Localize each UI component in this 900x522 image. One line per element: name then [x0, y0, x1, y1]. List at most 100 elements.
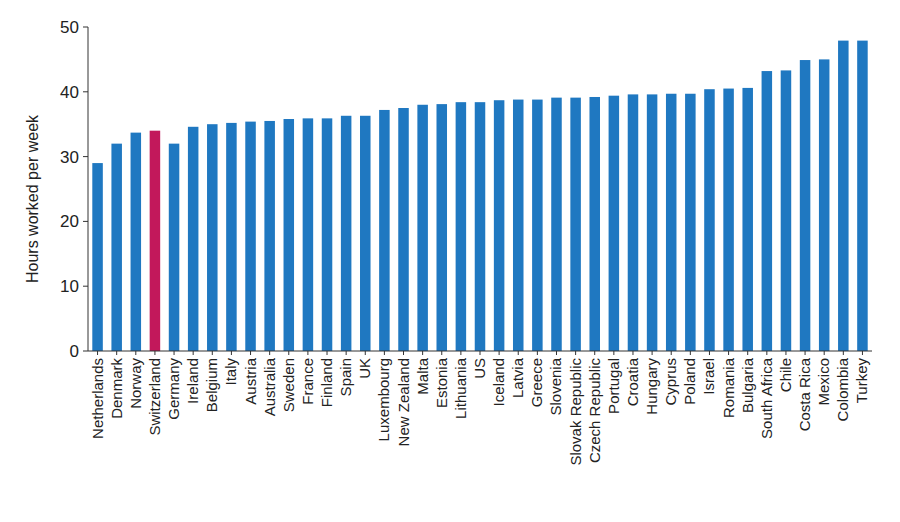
x-tick: [766, 351, 767, 355]
bar: [245, 122, 256, 351]
x-tick: [824, 351, 825, 355]
bar: [92, 163, 103, 351]
x-tick: [805, 351, 806, 355]
x-tick-label: Portugal: [605, 358, 622, 414]
bar: [379, 110, 390, 351]
bar: [742, 88, 753, 351]
y-tick: [83, 221, 88, 222]
y-tick: [83, 156, 88, 157]
x-tick-label: Belgium: [203, 358, 220, 412]
y-tick-label: 10: [60, 277, 79, 296]
bar: [494, 100, 505, 351]
x-tick-label: Turkey: [853, 358, 870, 404]
bar: [513, 100, 524, 351]
x-tick: [97, 351, 98, 355]
x-tick: [231, 351, 232, 355]
x-tick: [422, 351, 423, 355]
bar: [284, 119, 295, 351]
x-tick: [193, 351, 194, 355]
x-tick: [537, 351, 538, 355]
x-tick: [288, 351, 289, 355]
x-tick: [690, 351, 691, 355]
x-tick-label: Switzerland: [146, 358, 163, 436]
x-tick-label: Latvia: [509, 357, 526, 398]
bar: [131, 133, 142, 351]
x-tick-label: Finland: [318, 358, 335, 407]
x-tick-label: UK: [356, 358, 373, 379]
bar: [456, 102, 467, 351]
y-tick-label: 0: [70, 342, 79, 361]
x-tick: [327, 351, 328, 355]
x-tick: [307, 351, 308, 355]
x-tick-label: Austria: [242, 357, 259, 404]
x-tick: [652, 351, 653, 355]
x-tick-label: Hungary: [643, 358, 660, 415]
x-tick-label: Ireland: [184, 358, 201, 404]
x-tick-label: Slovenia: [547, 357, 564, 415]
bar: [685, 94, 696, 351]
bar: [647, 94, 658, 351]
x-tick: [384, 351, 385, 355]
x-tick: [250, 351, 251, 355]
x-tick: [499, 351, 500, 355]
x-tick-label: US: [471, 358, 488, 379]
x-tick: [116, 351, 117, 355]
x-tick-label: Romania: [720, 357, 737, 418]
x-tick: [441, 351, 442, 355]
x-tick-label: Malta: [414, 357, 431, 394]
bar: [475, 102, 486, 351]
bar: [609, 96, 620, 351]
bar: [838, 41, 849, 351]
x-tick: [135, 351, 136, 355]
bar: [264, 121, 275, 351]
x-tick-label: Mexico: [815, 358, 832, 406]
x-tick: [843, 351, 844, 355]
x-tick-label: Italy: [222, 358, 239, 386]
bar: [417, 105, 428, 351]
x-tick: [709, 351, 710, 355]
x-tick: [556, 351, 557, 355]
bar: [226, 123, 237, 351]
x-tick-label: Croatia: [624, 357, 641, 406]
bar: [341, 116, 352, 351]
x-tick-label: Israel: [700, 358, 717, 395]
bar: [150, 131, 161, 351]
x-tick: [728, 351, 729, 355]
bar: [303, 118, 314, 351]
bar: [436, 104, 447, 351]
x-tick: [460, 351, 461, 355]
y-axis-label: Hours worked per week: [24, 114, 41, 283]
x-tick: [212, 351, 213, 355]
bar: [111, 144, 122, 351]
y-tick: [83, 286, 88, 287]
bar: [781, 70, 792, 351]
x-tick: [365, 351, 366, 355]
bar: [589, 97, 600, 351]
x-tick-label: Norway: [127, 358, 144, 409]
x-tick: [671, 351, 672, 355]
x-tick: [154, 351, 155, 355]
bar: [704, 89, 715, 351]
bar: [666, 94, 677, 351]
bar: [169, 144, 180, 351]
bar: [551, 98, 562, 351]
y-tick-label: 20: [60, 212, 79, 231]
bar: [857, 41, 868, 351]
y-tick: [83, 27, 88, 28]
x-tick: [747, 351, 748, 355]
x-tick-label: Slovak Republic: [567, 358, 584, 466]
x-tick: [403, 351, 404, 355]
x-tick-label: Germany: [165, 358, 182, 420]
x-tick-label: Lithuania: [452, 357, 469, 419]
x-tick-label: Cyprus: [662, 358, 679, 406]
x-tick-label: Luxembourg: [375, 358, 392, 441]
x-tick-label: South Africa: [758, 357, 775, 439]
y-tick-label: 30: [60, 148, 79, 167]
x-tick: [346, 351, 347, 355]
x-tick-label: Costa Rica: [796, 357, 813, 431]
y-tick-label: 50: [60, 18, 79, 37]
x-tick: [269, 351, 270, 355]
x-tick-label: Spain: [337, 358, 354, 396]
y-tick: [83, 91, 88, 92]
x-tick: [480, 351, 481, 355]
